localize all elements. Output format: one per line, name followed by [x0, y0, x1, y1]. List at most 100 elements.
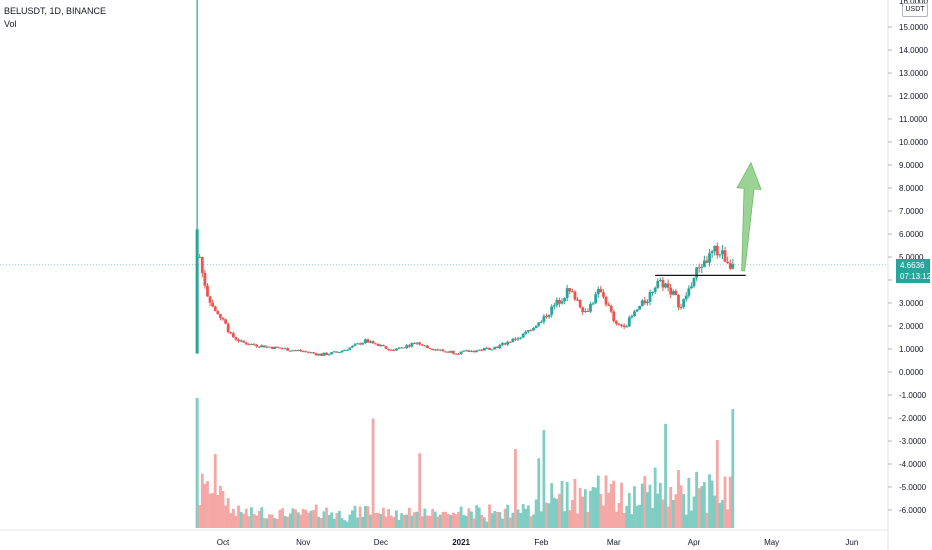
- volume-bar: [322, 511, 326, 528]
- volume-bar: [658, 482, 662, 528]
- candle-body: [213, 306, 217, 311]
- volume-bar: [482, 517, 486, 528]
- candle-body: [503, 343, 507, 345]
- volume-bar: [602, 505, 605, 528]
- volume-bar: [283, 515, 287, 528]
- volume-bar: [260, 507, 264, 528]
- candle-body: [244, 342, 248, 345]
- candle-body: [200, 257, 204, 274]
- volume-bar: [612, 480, 616, 528]
- volume-bar: [664, 423, 667, 528]
- volume-bar: [529, 516, 533, 528]
- volume-bar: [640, 483, 644, 528]
- volume-bar: [229, 513, 233, 528]
- volume-bar: [242, 513, 246, 528]
- candle-body: [237, 339, 240, 342]
- y-tick-label: 5.0000: [899, 253, 924, 262]
- volume-bar: [270, 514, 274, 528]
- currency-button[interactable]: USDT: [902, 3, 928, 17]
- candle-body: [366, 339, 370, 343]
- candle-body: [620, 324, 623, 326]
- y-tick-label: 12.0000: [899, 92, 928, 101]
- volume-bar: [433, 511, 437, 528]
- candle-body: [234, 337, 238, 340]
- candle-body: [682, 299, 686, 308]
- volume-bar: [651, 508, 654, 528]
- volume-bar: [462, 515, 466, 528]
- volume-bar: [252, 513, 256, 528]
- candle-body: [578, 299, 582, 308]
- candle-body: [296, 350, 300, 352]
- volume-bar: [407, 507, 411, 528]
- x-tick-label: Apr: [688, 538, 701, 547]
- volume-bar: [291, 508, 295, 528]
- volume-bar: [353, 505, 357, 528]
- volume-bar: [485, 521, 489, 528]
- x-tick-label: Feb: [534, 538, 548, 547]
- candle-body: [477, 349, 481, 351]
- candle-body: [498, 344, 502, 349]
- volume-bar: [224, 505, 227, 528]
- candle-body: [617, 323, 621, 325]
- candle-body: [384, 346, 388, 349]
- candle-body: [555, 299, 559, 306]
- volume-bar: [213, 454, 217, 528]
- candle-body: [286, 348, 290, 351]
- candle-body: [539, 321, 543, 323]
- candle-body: [604, 296, 608, 305]
- volume-bar: [684, 514, 688, 528]
- volume-bar: [669, 487, 673, 528]
- candle-body: [475, 350, 479, 353]
- candle-body: [319, 353, 323, 356]
- candle-body: [589, 303, 592, 312]
- volume-bar: [472, 518, 476, 528]
- candle-body: [550, 306, 554, 315]
- volume-bar: [195, 398, 199, 528]
- volume-bar: [405, 514, 409, 528]
- candle-body: [560, 301, 564, 304]
- symbol-title[interactable]: BELUSDT, 1D, BINANCE: [4, 6, 107, 16]
- volume-bar: [488, 504, 491, 528]
- candle-body: [312, 352, 315, 354]
- volume-legend-label[interactable]: Vol: [4, 19, 17, 29]
- candle-body: [583, 311, 587, 313]
- candle-body: [451, 350, 455, 354]
- volume-bar: [203, 483, 207, 528]
- volume-bar: [449, 514, 453, 528]
- volume-bar: [301, 508, 305, 528]
- drawing-annotations[interactable]: [0, 161, 887, 277]
- volume-bar: [304, 509, 308, 528]
- volume-bar: [604, 475, 608, 528]
- candle-body: [413, 343, 416, 345]
- volume-bar: [708, 474, 711, 528]
- candle-body: [728, 263, 732, 269]
- volume-bar: [516, 509, 520, 528]
- volume-bar: [431, 509, 435, 528]
- candle-body: [317, 353, 321, 356]
- candle-body: [718, 254, 722, 256]
- candle-body: [658, 279, 662, 281]
- volume-bar: [389, 515, 393, 528]
- candle-body: [705, 260, 709, 263]
- volume-bar: [718, 502, 722, 528]
- volume-bar: [275, 518, 279, 528]
- candle-body: [426, 345, 429, 349]
- volume-bar: [648, 484, 652, 528]
- volume-bar: [464, 515, 468, 528]
- volume-bar: [470, 511, 473, 528]
- volume-bar: [200, 473, 204, 528]
- candle-body: [407, 345, 411, 347]
- candle-body: [723, 250, 727, 262]
- time-axis[interactable]: Oct Nov Dec 2021 Feb Mar Apr May Jun: [0, 529, 888, 547]
- volume-bar: [547, 503, 551, 528]
- candle-body: [454, 353, 458, 355]
- volume-bar: [348, 514, 352, 528]
- volume-bar: [583, 489, 587, 528]
- volume-bar: [627, 493, 631, 528]
- up-arrow-drawing: [736, 161, 762, 272]
- candle-body: [501, 343, 504, 345]
- volume-bar: [653, 467, 657, 528]
- volume-bar: [508, 517, 512, 528]
- candle-body: [470, 350, 473, 352]
